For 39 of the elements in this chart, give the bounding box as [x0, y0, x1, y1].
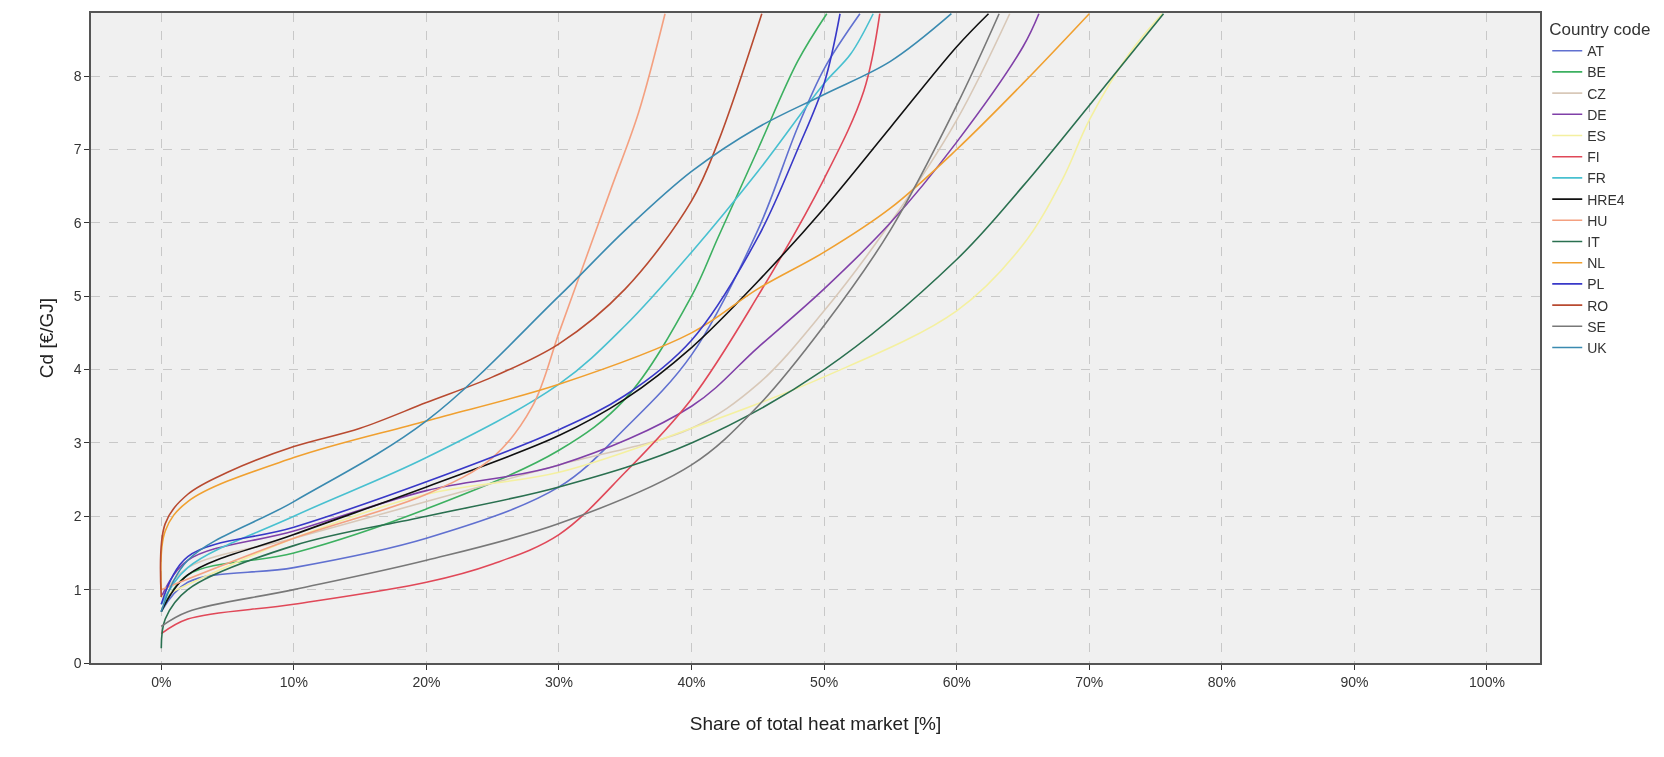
- legend-label: DE: [1587, 106, 1607, 123]
- legend-label: AT: [1587, 43, 1605, 60]
- legend-label: SE: [1587, 318, 1606, 335]
- x-tick-label: 20%: [412, 673, 441, 690]
- x-tick-label: 30%: [544, 673, 573, 690]
- x-tick-label: 100%: [1469, 673, 1505, 690]
- legend-label: IT: [1587, 233, 1601, 250]
- x-tick-label: 70%: [1075, 673, 1104, 690]
- x-tick-label: 0%: [151, 673, 172, 690]
- legend-label: PL: [1587, 276, 1605, 293]
- legend-label: FI: [1587, 149, 1600, 166]
- legend-label: FR: [1587, 170, 1606, 187]
- x-tick-label: 50%: [810, 673, 839, 690]
- legend-label: ES: [1587, 127, 1606, 144]
- y-tick-label: 7: [73, 141, 82, 158]
- x-tick-label: 60%: [942, 673, 971, 690]
- x-tick-label: 90%: [1340, 673, 1369, 690]
- legend-label: NL: [1587, 255, 1606, 272]
- legend-label: HU: [1587, 212, 1608, 229]
- y-tick-label: 2: [73, 508, 82, 525]
- legend-label: HRE4: [1587, 191, 1625, 208]
- x-tick-label: 80%: [1207, 673, 1236, 690]
- y-tick-label: 4: [73, 361, 82, 378]
- y-tick-label: 8: [73, 67, 82, 84]
- x-axis-title: Share of total heat market [%]: [689, 712, 942, 734]
- y-tick-label: 0: [73, 654, 82, 671]
- y-axis-title: Cd [€/GJ]: [36, 297, 57, 379]
- y-tick-label: 1: [73, 581, 82, 598]
- legend-title: Country code: [1549, 20, 1651, 40]
- legend-label: UK: [1587, 339, 1608, 356]
- line-series: [160, 13, 666, 591]
- legend-label: RO: [1587, 297, 1609, 314]
- y-tick-label: 6: [73, 214, 82, 231]
- legend-label: CZ: [1587, 85, 1607, 102]
- legend-label: BE: [1587, 64, 1606, 81]
- x-tick-label: 40%: [677, 673, 706, 690]
- y-tick-label: 5: [73, 288, 82, 305]
- y-tick-label: 3: [73, 434, 82, 451]
- x-tick-label: 10%: [279, 673, 308, 690]
